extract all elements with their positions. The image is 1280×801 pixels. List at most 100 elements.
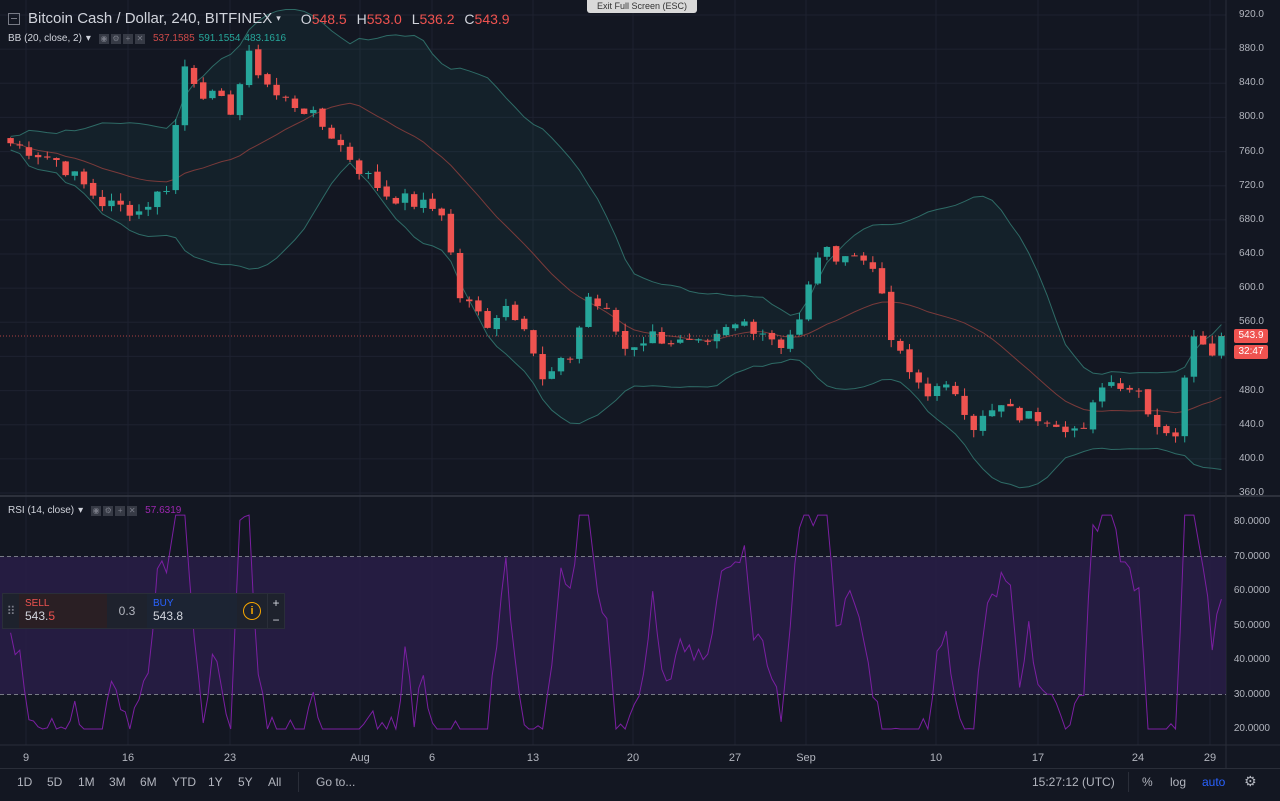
bb-label[interactable]: BB (20, close, 2) (8, 33, 82, 44)
price-axis-label: 560.0 (1238, 316, 1264, 328)
plus-button[interactable]: + (272, 595, 280, 610)
range-button-1m[interactable]: 1M (78, 775, 95, 789)
rsi-line (10, 514, 1222, 731)
bb-lower-value: 483.1616 (244, 33, 287, 44)
candle (163, 190, 170, 192)
candle (1007, 403, 1014, 407)
rsi-axis-label: 40.0000 (1233, 654, 1270, 665)
candle (337, 139, 345, 146)
goto-button[interactable]: Go to... (316, 775, 356, 789)
settings-icon[interactable]: ⚙ (103, 505, 114, 516)
buy-price: 543.8 (153, 609, 184, 623)
date-axis-label: 27 (728, 752, 742, 764)
candle (576, 327, 583, 359)
drag-handle-icon[interactable]: ⠿ (6, 604, 16, 618)
candle (1117, 383, 1124, 389)
price-axis-label: 400.0 (1238, 452, 1264, 464)
exit-fullscreen-button[interactable]: Exit Full Screen (ESC) (587, 0, 697, 13)
gear-icon[interactable]: ⚙ (1244, 773, 1257, 789)
candle (429, 198, 436, 209)
symbol-title[interactable]: Bitcoin Cash / Dollar, 240, BITFINEX (28, 10, 273, 27)
chevron-down-icon[interactable]: ▾ (78, 505, 84, 516)
candle (1126, 387, 1133, 390)
add-icon[interactable]: + (115, 505, 126, 516)
candle (952, 385, 959, 395)
candle (401, 193, 409, 203)
bb-legend: BB (20, close, 2) ▾ ◉ ⚙ + ✕ 537.1585 591… (8, 33, 286, 44)
range-button-3m[interactable]: 3M (109, 775, 126, 789)
candle (915, 372, 922, 383)
high-key: H (356, 10, 367, 27)
candle (1190, 336, 1198, 377)
range-button-5d[interactable]: 5D (47, 775, 63, 789)
chevron-down-icon[interactable]: ▾ (85, 33, 91, 44)
log-toggle[interactable]: log (1170, 775, 1187, 789)
bb-fill (10, 9, 1222, 488)
auto-toggle[interactable]: auto (1202, 775, 1226, 789)
candle (1144, 389, 1152, 415)
candle (906, 349, 913, 373)
candle (493, 317, 500, 330)
candle (823, 246, 831, 257)
candle (750, 321, 757, 334)
time-display[interactable]: 15:27:12 (UTC) (1032, 775, 1115, 789)
candle (16, 144, 23, 146)
eye-icon[interactable]: ◉ (98, 33, 109, 44)
price-axis-label: 840.0 (1238, 77, 1264, 89)
rsi-axis-label: 60.0000 (1233, 585, 1270, 596)
add-icon[interactable]: + (122, 33, 133, 44)
buy-button[interactable]: BUY 543.8 (147, 594, 237, 628)
candle (410, 194, 418, 207)
minus-button[interactable]: − (272, 612, 280, 627)
candle (310, 109, 317, 114)
candle (227, 94, 234, 115)
rsi-label[interactable]: RSI (14, close) (8, 505, 75, 516)
candle (1080, 427, 1088, 429)
candle (603, 307, 611, 309)
range-button-6m[interactable]: 6M (140, 775, 157, 789)
candle (511, 304, 519, 321)
remove-icon[interactable]: ✕ (134, 33, 145, 44)
legend-header: Bitcoin Cash / Dollar, 240, BITFINEX ▾ O… (8, 10, 510, 27)
eye-icon[interactable]: ◉ (91, 505, 102, 516)
settings-icon[interactable]: ⚙ (110, 33, 121, 44)
low-value: 536.2 (419, 10, 455, 27)
range-button-1y[interactable]: 1Y (208, 775, 223, 789)
candle (484, 311, 491, 328)
open-key: O (300, 10, 312, 27)
chevron-down-icon[interactable]: ▾ (276, 13, 281, 23)
spread-value: 0.3 (107, 594, 147, 628)
candle (135, 211, 143, 215)
candle (887, 291, 895, 341)
candle (190, 67, 198, 84)
date-axis-label: 16 (121, 752, 135, 764)
price-axis-label: 760.0 (1238, 145, 1264, 157)
sell-button[interactable]: SELL 543.5 (19, 594, 107, 628)
candle (621, 330, 629, 349)
candle (943, 384, 950, 388)
range-button-5y[interactable]: 5Y (238, 775, 253, 789)
range-button-1d[interactable]: 1D (17, 775, 33, 789)
range-button-all[interactable]: All (268, 775, 282, 789)
collapse-icon[interactable] (8, 12, 20, 25)
close-value: 543.9 (474, 10, 510, 27)
candle (62, 161, 69, 176)
range-button-ytd[interactable]: YTD (172, 775, 196, 789)
bb-upper-value: 537.1585 (152, 33, 195, 44)
divider (1128, 772, 1129, 792)
date-axis-label: 20 (626, 752, 640, 764)
percent-toggle[interactable]: % (1142, 775, 1153, 789)
candle (1153, 414, 1161, 427)
candle (1098, 387, 1106, 402)
candle (695, 339, 702, 341)
candle (144, 206, 152, 210)
price-axis-label: 600.0 (1238, 282, 1264, 294)
open-value: 548.5 (311, 10, 347, 27)
candle (44, 156, 51, 158)
remove-icon[interactable]: ✕ (127, 505, 138, 516)
candle (741, 321, 748, 326)
candle (961, 395, 968, 415)
candle (1025, 411, 1032, 419)
info-button[interactable]: i (237, 594, 267, 628)
